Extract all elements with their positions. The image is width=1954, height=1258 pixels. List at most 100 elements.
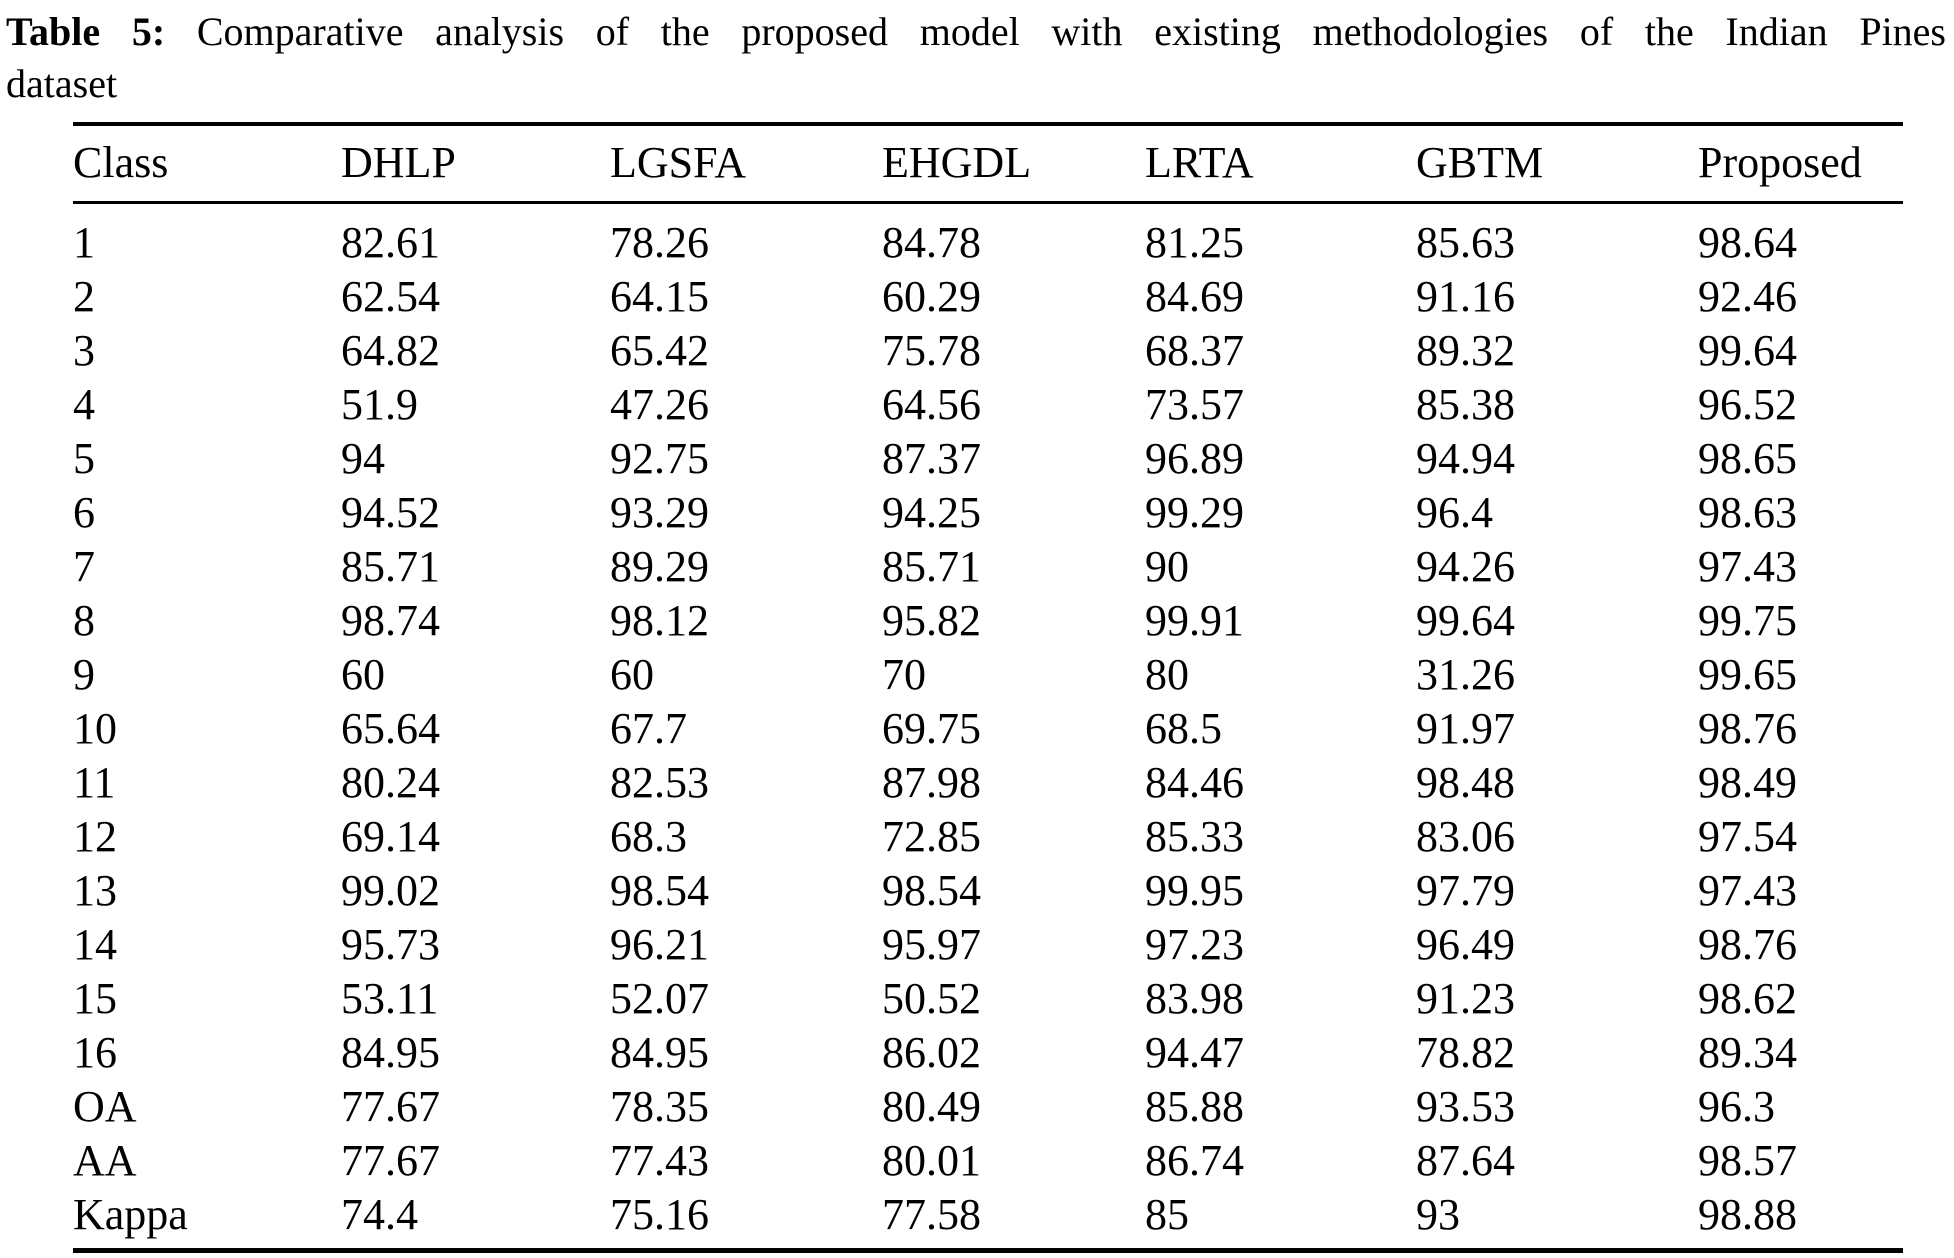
- value-cell: 96.89: [1145, 433, 1244, 483]
- value-cell: 94.52: [341, 487, 440, 537]
- value-cell: 98.65: [1698, 433, 1797, 483]
- value-cell: 81.25: [1145, 217, 1244, 267]
- value-cell: 80: [1145, 649, 1189, 699]
- value-cell: 98.54: [882, 865, 981, 915]
- value-cell: 80.24: [341, 757, 440, 807]
- value-cell: 95.73: [341, 919, 440, 969]
- value-cell: 68.5: [1145, 703, 1222, 753]
- row-label-cell: 12: [73, 811, 117, 861]
- value-cell: 77.67: [341, 1081, 440, 1131]
- value-cell: 67.7: [610, 703, 687, 753]
- value-cell: 87.98: [882, 757, 981, 807]
- table-header: Class DHLP LGSFA EHGDL LRTA GBTM Propose…: [73, 122, 1903, 204]
- row-label-cell: 8: [73, 595, 95, 645]
- value-cell: 92.75: [610, 433, 709, 483]
- row-label-cell: Kappa: [73, 1189, 188, 1239]
- value-cell: 98.48: [1416, 757, 1515, 807]
- value-cell: 72.85: [882, 811, 981, 861]
- row-label-cell: 15: [73, 973, 117, 1023]
- value-cell: 98.49: [1698, 757, 1797, 807]
- value-cell: 64.82: [341, 325, 440, 375]
- row-label-cell: 5: [73, 433, 95, 483]
- value-cell: 78.35: [610, 1081, 709, 1131]
- row-label-cell: 10: [73, 703, 117, 753]
- value-cell: 65.64: [341, 703, 440, 753]
- value-cell: 99.65: [1698, 649, 1797, 699]
- value-cell: 84.46: [1145, 757, 1244, 807]
- value-cell: 85.63: [1416, 217, 1515, 267]
- column-header-class: Class: [73, 122, 341, 204]
- value-cell: 98.74: [341, 595, 440, 645]
- value-cell: 93.53: [1416, 1081, 1515, 1131]
- table-body: 1 82.61 78.26 84.78 81.25 85.63 98.64 2 62.54 64.…: [73, 202, 1903, 1242]
- value-cell: 60: [610, 649, 654, 699]
- value-cell: 99.91: [1145, 595, 1244, 645]
- value-cell: 53.11: [341, 973, 439, 1023]
- value-cell: 98.12: [610, 595, 709, 645]
- value-cell: 94.47: [1145, 1027, 1244, 1077]
- value-cell: 86.02: [882, 1027, 981, 1077]
- table-row: 8 98.74 98.12 95.82 99.91 99.64 99.75: [73, 594, 1903, 648]
- table-row: 14 95.73 96.21 95.97 97.23 96.49 98.76: [73, 918, 1903, 972]
- row-label-cell: AA: [73, 1135, 137, 1185]
- table-row: 11 80.24 82.53 87.98 84.46 98.48 98.49: [73, 756, 1903, 810]
- value-cell: 78.26: [610, 217, 709, 267]
- table-row: 6 94.52 93.29 94.25 99.29 96.4 98.63: [73, 486, 1903, 540]
- value-cell: 96.3: [1698, 1081, 1775, 1131]
- table-caption-text: Comparative analysis of the proposed mod…: [196, 9, 1946, 54]
- value-cell: 87.37: [882, 433, 981, 483]
- table-container: Class DHLP LGSFA EHGDL LRTA GBTM Propose…: [73, 122, 1903, 1253]
- value-cell: 86.74: [1145, 1135, 1244, 1185]
- value-cell: 95.97: [882, 919, 981, 969]
- value-cell: 99.64: [1698, 325, 1797, 375]
- value-cell: 85.38: [1416, 379, 1515, 429]
- value-cell: 99.75: [1698, 595, 1797, 645]
- value-cell: 87.64: [1416, 1135, 1515, 1185]
- value-cell: 74.4: [341, 1189, 418, 1239]
- row-label-cell: 9: [73, 649, 95, 699]
- column-header-ehgdl: EHGDL: [882, 122, 1145, 204]
- value-cell: 90: [1145, 541, 1189, 591]
- column-header-gbtm: GBTM: [1416, 122, 1698, 204]
- value-cell: 85.88: [1145, 1081, 1244, 1131]
- value-cell: 52.07: [610, 973, 709, 1023]
- row-label-cell: 6: [73, 487, 95, 537]
- value-cell: 84.69: [1145, 271, 1244, 321]
- value-cell: 94: [341, 433, 385, 483]
- value-cell: 75.78: [882, 325, 981, 375]
- value-cell: 98.76: [1698, 703, 1797, 753]
- value-cell: 82.53: [610, 757, 709, 807]
- value-cell: 92.46: [1698, 271, 1797, 321]
- value-cell: 97.23: [1145, 919, 1244, 969]
- value-cell: 60.29: [882, 271, 981, 321]
- value-cell: 96.52: [1698, 379, 1797, 429]
- value-cell: 85.71: [882, 541, 981, 591]
- row-label-cell: 2: [73, 271, 95, 321]
- comparison-table: Class DHLP LGSFA EHGDL LRTA GBTM Propose…: [73, 122, 1903, 1242]
- row-label-cell: 3: [73, 325, 95, 375]
- table-row: 4 51.9 47.26 64.56 73.57 85.38 96.52: [73, 378, 1903, 432]
- value-cell: 98.54: [610, 865, 709, 915]
- value-cell: 98.62: [1698, 973, 1797, 1023]
- value-cell: 99.29: [1145, 487, 1244, 537]
- value-cell: 77.67: [341, 1135, 440, 1185]
- value-cell: 96.4: [1416, 487, 1493, 537]
- value-cell: 97.54: [1698, 811, 1797, 861]
- table-row: Kappa 74.4 75.16 77.58 85 93 98.88: [73, 1188, 1903, 1242]
- value-cell: 60: [341, 649, 385, 699]
- value-cell: 94.25: [882, 487, 981, 537]
- value-cell: 94.26: [1416, 541, 1515, 591]
- value-cell: 94.94: [1416, 433, 1515, 483]
- value-cell: 80.01: [882, 1135, 981, 1185]
- table-caption-line1: Table 5: Comparative analysis of the pro…: [6, 6, 1946, 58]
- value-cell: 98.88: [1698, 1189, 1797, 1239]
- value-cell: 97.43: [1698, 865, 1797, 915]
- value-cell: 84.78: [882, 217, 981, 267]
- value-cell: 75.16: [610, 1189, 709, 1239]
- table-row: 16 84.95 84.95 86.02 94.47 78.82 89.34: [73, 1026, 1903, 1080]
- value-cell: 64.15: [610, 271, 709, 321]
- value-cell: 51.9: [341, 379, 418, 429]
- value-cell: 65.42: [610, 325, 709, 375]
- table-row: 13 99.02 98.54 98.54 99.95 97.79 97.43: [73, 864, 1903, 918]
- column-header-proposed: Proposed: [1698, 122, 1903, 204]
